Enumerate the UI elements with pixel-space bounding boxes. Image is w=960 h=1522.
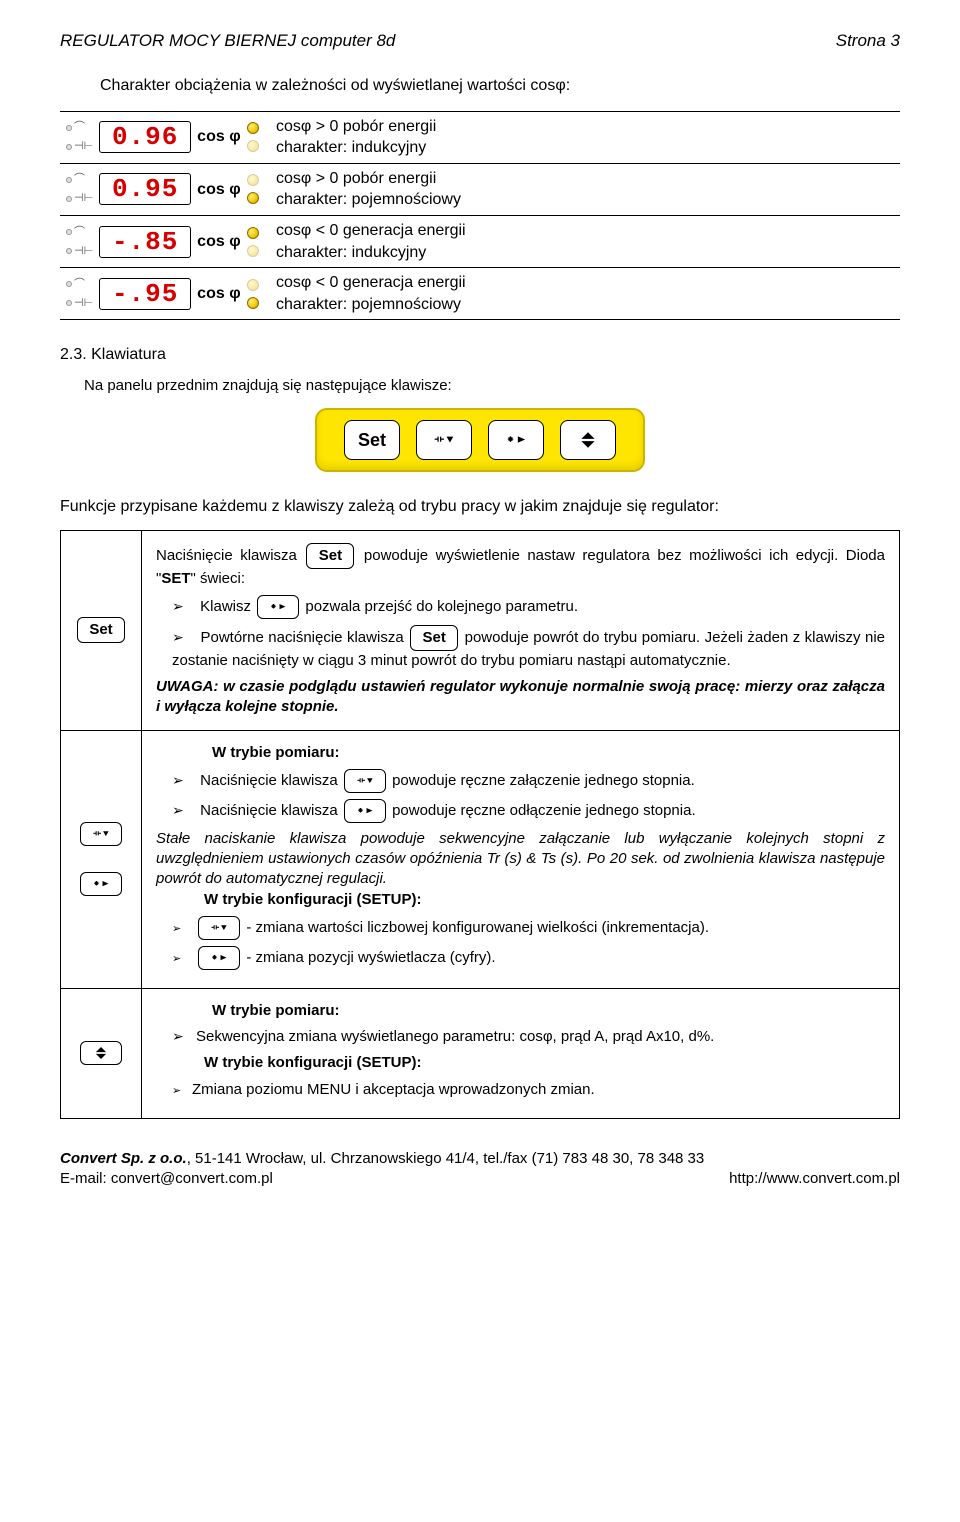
row1-key: Set — [61, 530, 142, 730]
cap-right-key[interactable] — [488, 420, 544, 460]
footer-email: E-mail: convert@convert.com.pl — [60, 1169, 273, 1189]
set-key[interactable]: Set — [344, 420, 400, 460]
seven-segment: -.85 — [99, 226, 191, 258]
section-2-3-line: Na panelu przednim znajdują się następuj… — [60, 376, 900, 396]
indicator-dot-top — [247, 227, 259, 239]
row3-key — [61, 988, 142, 1118]
cap-right-key-inline — [257, 595, 299, 619]
display-desc: cosφ > 0 pobór energii charakter: indukc… — [270, 111, 900, 163]
function-table: Set Naciśnięcie klawisza Set powoduje wy… — [60, 530, 900, 1119]
led-column: ⌒ ⊣⊢ — [66, 172, 93, 206]
display-desc: cosφ < 0 generacja energii charakter: in… — [270, 215, 900, 267]
row2-key — [61, 730, 142, 988]
led-column: ⌒ ⊣⊢ — [66, 120, 93, 154]
page-footer: Convert Sp. z o.o., 51-141 Wrocław, ul. … — [60, 1149, 900, 1190]
display-cell: ⌒ ⊣⊢ -.85 cos φ — [60, 215, 270, 267]
cosphi-label: cos φ — [197, 231, 240, 253]
indicator-dot-bot — [247, 297, 259, 309]
footer-url: http://www.convert.com.pl — [729, 1169, 900, 1189]
row3-desc: W trybie pomiaru: Sekwencyjna zmiana wyś… — [142, 988, 900, 1118]
header-right: Strona 3 — [836, 30, 900, 53]
indicator-dot-bot — [247, 245, 259, 257]
below-keys-text: Funkcje przypisane każdemu z klawiszy za… — [60, 496, 900, 518]
section-2-3-title: 2.3. Klawiatura — [60, 344, 900, 366]
set-key-inline-2: Set — [410, 625, 458, 651]
indicator-dot-top — [247, 122, 259, 134]
cosphi-label: cos φ — [197, 283, 240, 305]
display-desc: cosφ < 0 generacja energii charakter: po… — [270, 268, 900, 320]
display-cell: ⌒ ⊣⊢ 0.95 cos φ — [60, 163, 270, 215]
keyboard-panel: Set — [315, 408, 645, 472]
led-column: ⌒ ⊣⊢ — [66, 277, 93, 311]
display-table: ⌒ ⊣⊢ 0.96 cos φ cosφ > 0 pobór energii c… — [60, 111, 900, 321]
intro-text: Charakter obciążenia w zależności od wyś… — [60, 75, 900, 97]
cosphi-label: cos φ — [197, 126, 240, 148]
indicator-dot-top — [247, 279, 259, 291]
display-desc: cosφ > 0 pobór energii charakter: pojemn… — [270, 163, 900, 215]
header-left: REGULATOR MOCY BIERNEJ computer 8d — [60, 30, 395, 53]
indicator-dot-bot — [247, 192, 259, 204]
indicator-dot-bot — [247, 140, 259, 152]
cosphi-label: cos φ — [197, 179, 240, 201]
display-cell: ⌒ ⊣⊢ 0.96 cos φ — [60, 111, 270, 163]
seven-segment: 0.96 — [99, 121, 191, 153]
row2-desc: W trybie pomiaru: Naciśnięcie klawisza p… — [142, 730, 900, 988]
page-header: REGULATOR MOCY BIERNEJ computer 8d Stron… — [60, 30, 900, 53]
updown-key[interactable] — [560, 420, 616, 460]
footer-l1-rest: , 51-141 Wrocław, ul. Chrzanowskiego 41/… — [187, 1150, 705, 1167]
seven-segment: -.95 — [99, 278, 191, 310]
display-cell: ⌒ ⊣⊢ -.95 cos φ — [60, 268, 270, 320]
seven-segment: 0.95 — [99, 173, 191, 205]
set-key-inline: Set — [306, 543, 354, 569]
led-column: ⌒ ⊣⊢ — [66, 225, 93, 259]
set-key-icon: Set — [77, 617, 125, 643]
cap-down-key[interactable] — [416, 420, 472, 460]
indicator-dot-top — [247, 174, 259, 186]
row1-desc: Naciśnięcie klawisza Set powoduje wyświe… — [142, 530, 900, 730]
